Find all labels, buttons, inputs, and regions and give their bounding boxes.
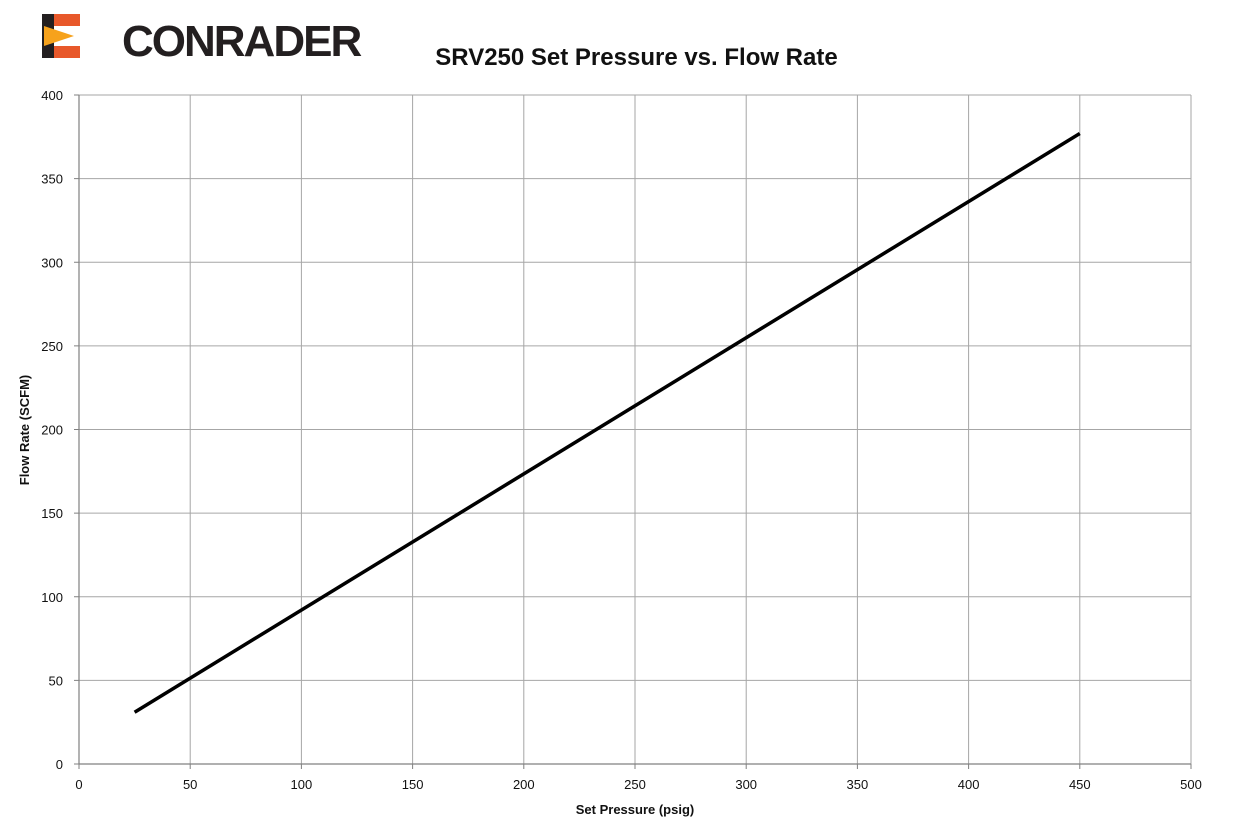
chart-title: SRV250 Set Pressure vs. Flow Rate	[435, 44, 838, 71]
x-tick-label: 450	[1069, 777, 1091, 792]
y-axis-ticks: 0 50 100 150 200 250 300 350 400	[41, 88, 79, 772]
conrader-logo: CONRADER	[40, 12, 362, 64]
conrader-logo-mark	[42, 14, 80, 58]
x-tick-label: 250	[624, 777, 646, 792]
x-axis-ticks: 0 50 100 150 200 250 300 350 400 450 500	[75, 764, 1202, 792]
y-tick-label: 250	[41, 339, 63, 354]
x-tick-label: 200	[513, 777, 535, 792]
x-tick-label: 50	[183, 777, 197, 792]
y-tick-label: 0	[56, 757, 63, 772]
logo-text: CONRADER	[122, 17, 362, 66]
y-tick-label: 200	[41, 423, 63, 438]
y-tick-label: 400	[41, 88, 63, 103]
x-tick-label: 0	[75, 777, 82, 792]
x-tick-label: 300	[735, 777, 757, 792]
x-tick-label: 150	[402, 777, 424, 792]
y-tick-label: 150	[41, 506, 63, 521]
x-tick-label: 500	[1180, 777, 1202, 792]
y-tick-label: 50	[49, 673, 63, 688]
y-tick-label: 350	[41, 172, 63, 187]
y-tick-label: 300	[41, 255, 63, 270]
series-line	[133, 132, 1081, 714]
x-tick-label: 100	[291, 777, 313, 792]
series-layer	[133, 132, 1081, 714]
chart-grid	[78, 94, 1192, 765]
x-axis-label: Set Pressure (psig)	[576, 802, 695, 817]
x-tick-label: 350	[847, 777, 869, 792]
y-axis-label: Flow Rate (SCFM)	[17, 375, 32, 486]
x-tick-label: 400	[958, 777, 980, 792]
y-tick-label: 100	[41, 590, 63, 605]
